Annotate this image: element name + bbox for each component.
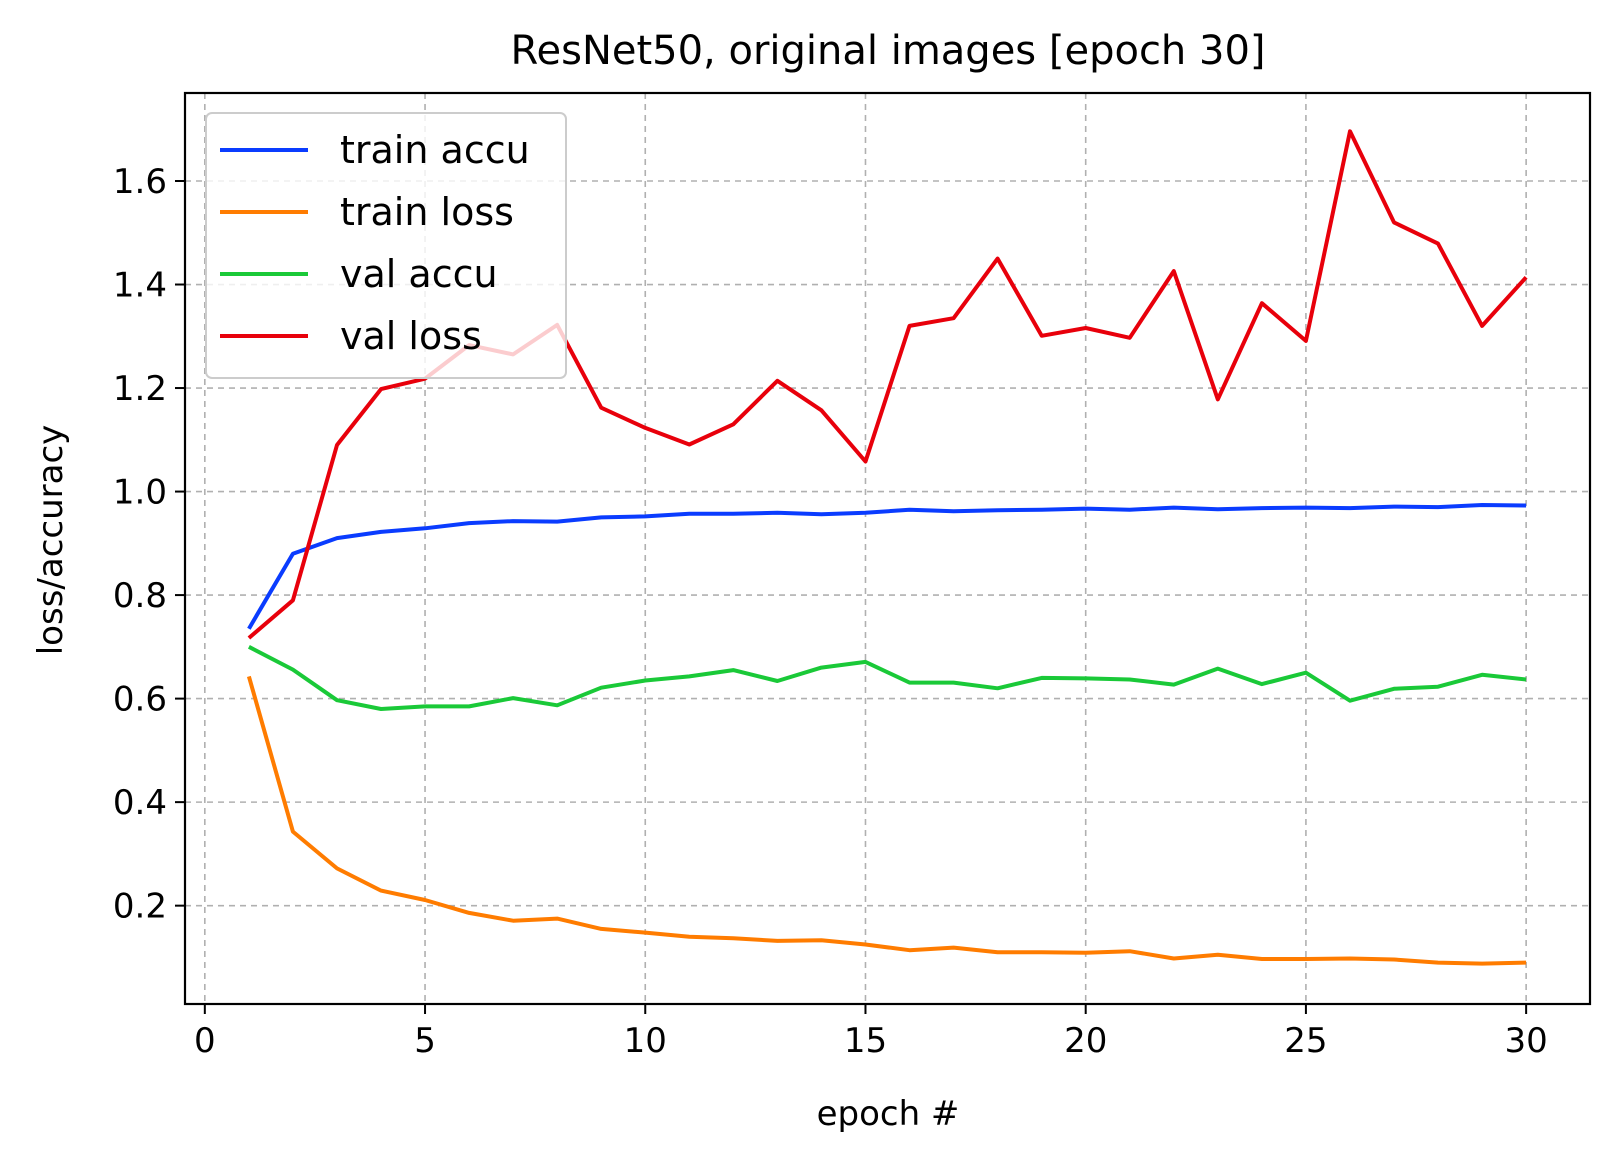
legend-label-val-accu: val accu — [340, 252, 498, 296]
plot-frame — [183, 91, 1592, 1006]
y-tick-label: 1.6 — [113, 162, 167, 202]
legend-label-train-accu: train accu — [340, 128, 530, 172]
legend: train accu train loss val accu val loss — [205, 112, 567, 379]
x-tick-label: 30 — [1505, 1021, 1548, 1061]
y-axis-label: loss/accuracy — [31, 425, 71, 656]
y-tick-label: 1.0 — [113, 473, 167, 513]
x-tick-label: 15 — [844, 1021, 887, 1061]
chart-title: ResNet50, original images [epoch 30] — [511, 28, 1266, 74]
y-tick-label: 0.8 — [113, 576, 167, 616]
y-tick-label: 1.2 — [113, 369, 167, 409]
x-tick-label: 0 — [194, 1021, 216, 1061]
x-tick-label: 20 — [1064, 1021, 1107, 1061]
y-tick-label: 0.6 — [113, 680, 167, 720]
x-tick-label: 10 — [624, 1021, 667, 1061]
legend-box — [205, 112, 567, 379]
x-ticks: 0 5 10 15 20 25 30 — [194, 1004, 1548, 1061]
legend-label-train-loss: train loss — [340, 190, 514, 234]
series-line-val-accu — [247, 645, 1527, 711]
x-tick-label: 5 — [414, 1021, 436, 1061]
legend-label-val-loss: val loss — [340, 314, 482, 358]
y-tick-label: 1.4 — [113, 266, 167, 306]
x-tick-label: 25 — [1284, 1021, 1327, 1061]
series-line-train-accu — [247, 503, 1527, 630]
y-tick-label: 0.4 — [113, 783, 167, 823]
y-ticks: 0.2 0.4 0.6 0.8 1.0 1.2 1.4 1.6 — [113, 162, 185, 927]
x-axis-label: epoch # — [817, 1094, 960, 1134]
y-tick-label: 0.2 — [113, 887, 167, 927]
series-line-train-loss — [246, 675, 1527, 966]
